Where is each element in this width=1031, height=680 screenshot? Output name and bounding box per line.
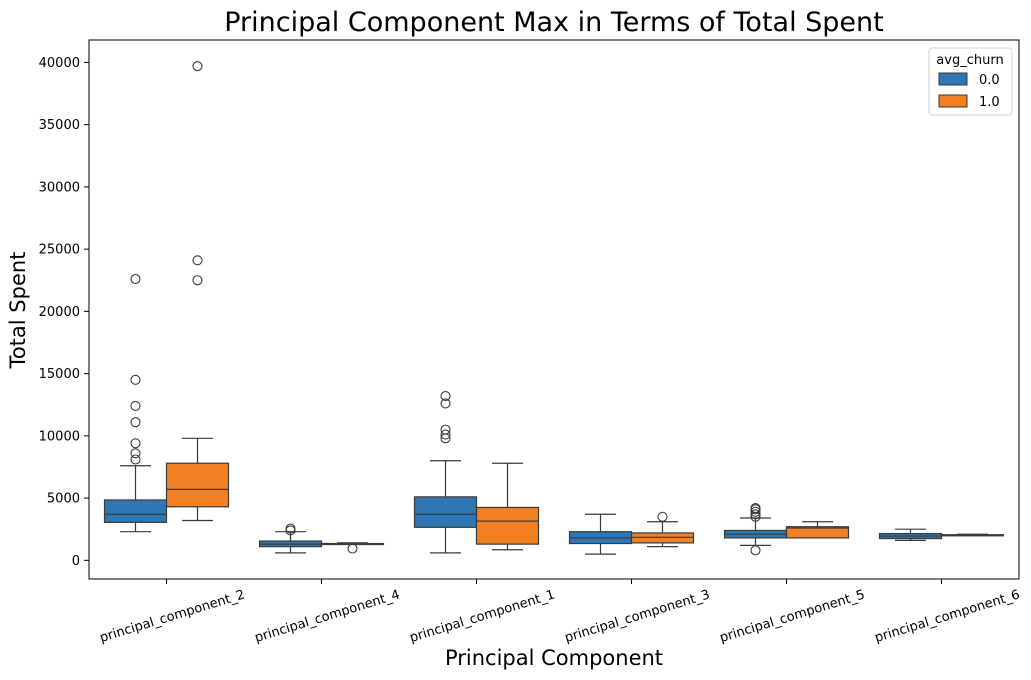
- x-tick-label: principal_component_4: [253, 587, 402, 645]
- outlier-point: [130, 374, 141, 385]
- x-tick-label: principal_component_5: [718, 587, 867, 645]
- outlier-point: [347, 543, 358, 554]
- outlier-point: [130, 448, 141, 459]
- box-0.0: [413, 496, 478, 528]
- y-axis-label: Total Spent: [6, 252, 30, 370]
- y-tick-label: 0: [72, 554, 80, 569]
- legend-label: 1.0: [979, 95, 1000, 110]
- y-tick-label: 30000: [39, 180, 80, 195]
- y-tick-label: 5000: [47, 492, 80, 507]
- legend-label: 0.0: [979, 73, 1000, 88]
- outlier-point: [130, 454, 141, 465]
- outlier-point: [192, 275, 203, 286]
- outlier-point: [440, 398, 451, 409]
- outlier-point: [440, 429, 451, 440]
- outlier-point: [192, 255, 203, 266]
- plot-frame: [88, 39, 1020, 580]
- x-tick-label: principal_component_2: [98, 587, 247, 645]
- outlier-point: [440, 390, 451, 402]
- outlier-point: [750, 545, 761, 556]
- outlier-point: [750, 509, 761, 520]
- outlier-point: [192, 61, 203, 72]
- outlier-point: [657, 511, 668, 522]
- y-tick-label: 35000: [39, 118, 80, 133]
- outlier-point: [130, 400, 141, 412]
- outlier-point: [130, 438, 141, 449]
- x-axis-label: Principal Component: [445, 646, 663, 670]
- legend-title: avg_churn: [936, 53, 1003, 68]
- legend: avg_churn 0.0 1.0: [928, 47, 1013, 116]
- y-tick-label: 40000: [39, 56, 80, 71]
- x-tick-label: principal_component_3: [563, 587, 712, 645]
- outlier-point: [750, 506, 761, 517]
- outlier-point: [440, 424, 451, 435]
- box-1.0: [785, 526, 850, 539]
- y-tick-label: 10000: [39, 429, 80, 444]
- box-1.0: [630, 532, 695, 544]
- box-0.0: [103, 499, 168, 523]
- x-tick-label: principal_component_6: [873, 587, 1022, 645]
- outlier-point: [130, 273, 141, 285]
- box-1.0: [475, 506, 540, 545]
- x-tick-label: principal_component_1: [408, 587, 557, 645]
- box-1.0: [165, 462, 230, 508]
- legend-swatch: [938, 72, 968, 86]
- y-tick-label: 25000: [39, 243, 80, 258]
- legend-swatch: [938, 94, 968, 108]
- y-tick-label: 20000: [39, 305, 80, 320]
- outlier-point: [130, 417, 141, 428]
- outlier-point: [285, 523, 296, 534]
- outlier-point: [750, 502, 761, 514]
- y-tick-label: 15000: [39, 367, 80, 382]
- chart-title: Principal Component Max in Terms of Tota…: [224, 7, 884, 38]
- plot-area: 0 5000 10000 15000 20000 25000 30000 35000 40000…: [39, 56, 1022, 646]
